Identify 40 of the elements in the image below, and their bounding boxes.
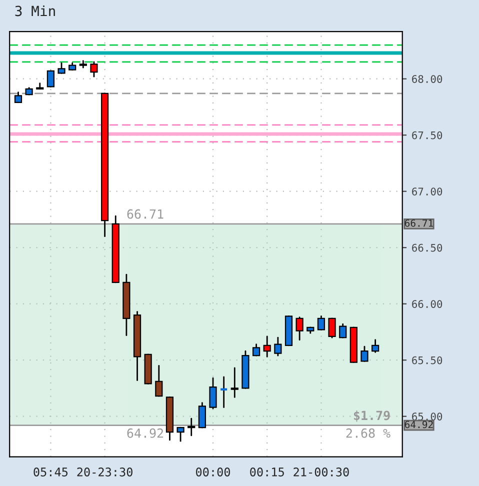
candlestick (230, 367, 238, 398)
ref-line-label: 66.71 (404, 219, 433, 227)
y-tick-label: 68.00 (412, 75, 442, 83)
candlestick (252, 344, 260, 356)
x-tick-label: 20-23:30 (77, 468, 132, 476)
candlestick (58, 62, 66, 74)
candlestick (176, 426, 184, 442)
candlestick (36, 82, 44, 90)
candlestick (188, 418, 196, 436)
y-tick-label: 67.00 (412, 188, 442, 196)
candlestick (209, 377, 217, 410)
candlestick (90, 61, 98, 78)
candlestick (317, 316, 326, 330)
candlestick (339, 323, 347, 338)
ref-line-label: 64.92 (404, 420, 433, 428)
candlestick (274, 336, 282, 356)
x-tick-label: 00:00 (196, 468, 230, 476)
y-tick-label: 66.00 (412, 300, 442, 308)
y-tick-label: 66.50 (412, 244, 442, 252)
candlestick (155, 365, 163, 397)
y-tick-label: 67.50 (412, 131, 442, 140)
candlestick (296, 316, 304, 341)
chart-title: 3 Min (15, 5, 55, 16)
candlestick (198, 402, 206, 428)
y-tick-label: 65.00 (412, 412, 442, 420)
y-tick-label: 65.50 (412, 356, 442, 364)
x-tick-label: 21-00:30 (294, 468, 349, 476)
candlestick (372, 339, 380, 353)
candlestick (263, 336, 271, 358)
candlestick (328, 318, 336, 338)
x-tick-label: 05:45 (34, 468, 68, 476)
annotation: 66.71 (127, 209, 164, 219)
candlestick (219, 376, 228, 408)
x-tick-label: 00:15 (250, 468, 284, 476)
annotation: 64.92 (127, 428, 164, 438)
candlestick (14, 92, 22, 104)
candlestick (360, 346, 368, 362)
annotation: $1.79 (354, 410, 390, 422)
candlestick (46, 70, 54, 88)
annotation: 2.68 % (346, 428, 390, 438)
